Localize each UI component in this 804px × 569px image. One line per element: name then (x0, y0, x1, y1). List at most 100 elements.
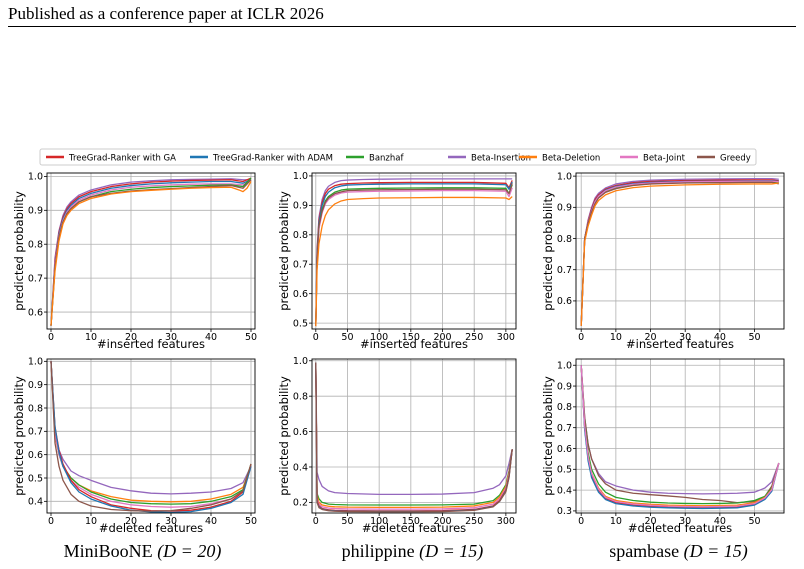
y-tick-label: 0.6 (557, 444, 572, 455)
series-line-greedy (50, 179, 252, 326)
series-line-treegrad-ranker-with-adam (315, 181, 513, 327)
series-line-treegrad-ranker-with-adam (315, 362, 513, 513)
x-tick-label: 250 (465, 332, 483, 343)
x-tick-label: 40 (714, 516, 726, 527)
caption-dataset-name: MiniBooNE (63, 541, 153, 561)
legend-label: TreeGrad-Ranker with GA (68, 154, 176, 164)
x-tick-label: 0 (48, 516, 54, 527)
y-axis-label: predicted probability (277, 191, 291, 311)
x-tick-label: 10 (610, 332, 622, 343)
y-axis-label: predicted probability (541, 191, 555, 311)
x-tick-label: 200 (433, 516, 451, 527)
x-tick-label: 20 (644, 332, 656, 343)
x-tick-label: 30 (679, 516, 691, 527)
y-tick-label: 0.5 (557, 465, 572, 476)
x-tick-label: 0 (48, 332, 54, 343)
y-tick-label: 0.8 (28, 403, 43, 414)
series-line-banzhaf (315, 362, 513, 506)
series-line-greedy (580, 181, 779, 326)
y-tick-label: 0.7 (557, 423, 572, 434)
series-line-beta-joint (315, 187, 513, 327)
series-line-banzhaf (580, 181, 779, 326)
series-line-beta-insertion (580, 365, 780, 495)
y-tick-label: 0.7 (28, 427, 43, 438)
caption-dimension: (D = 15) (419, 541, 484, 561)
series-line-beta-joint (580, 180, 779, 326)
series-line-greedy (50, 361, 252, 512)
x-tick-label: 50 (748, 516, 760, 527)
series-line-treegrad-ranker-with-ga (50, 177, 252, 326)
chart-panels: 0 10 20 30 40 50 0.6 0.7 0.8 0.9 1.0 #inserted feat… (12, 171, 785, 535)
series-line-banzhaf (50, 361, 252, 505)
y-tick-label: 1.0 (293, 171, 308, 182)
y-tick-label: 0.6 (293, 427, 308, 438)
y-axis-label: predicted probability (12, 191, 26, 311)
x-tick-label: 100 (370, 332, 388, 343)
series-line-treegrad-ranker-with-ga (315, 362, 513, 512)
x-tick-label: 200 (433, 332, 451, 343)
series-line-treegrad-ranker-with-ga (315, 180, 513, 327)
legend: TreeGrad-Ranker with GA TreeGrad-Ranker w… (39, 148, 757, 166)
legend-label: Banzhaf (369, 154, 404, 164)
plot-frame (46, 358, 256, 514)
x-axis-label: #deleted features (99, 521, 203, 535)
plot-frame (311, 172, 517, 330)
x-tick-label: 10 (85, 332, 97, 343)
y-axis-label: predicted probability (541, 376, 555, 496)
caption-miniboone: MiniBooNE (D = 20) (30, 541, 255, 562)
x-tick-label: 30 (679, 332, 691, 343)
series-line-beta-joint (580, 365, 780, 508)
x-tick-label: 150 (402, 516, 420, 527)
y-tick-label: 1.0 (28, 172, 43, 183)
x-tick-label: 10 (610, 516, 622, 527)
series-line-beta-insertion (50, 361, 252, 495)
x-tick-label: 0 (313, 516, 319, 527)
x-tick-label: 0 (578, 516, 584, 527)
y-tick-label: 0.4 (557, 485, 572, 496)
y-tick-label: 0.9 (293, 201, 308, 212)
y-tick-label: 0.5 (293, 318, 308, 329)
caption-dataset-name: spambase (609, 541, 680, 561)
y-tick-label: 0.7 (28, 273, 43, 284)
legend-label: Beta-Deletion (542, 154, 600, 164)
series-line-greedy (315, 183, 513, 327)
x-axis-label: #inserted features (97, 337, 205, 351)
plot-frame (575, 172, 785, 330)
series-line-greedy (315, 362, 513, 513)
x-tick-label: 0 (578, 332, 584, 343)
x-tick-label: 20 (125, 332, 137, 343)
series-line-beta-insertion (315, 362, 513, 496)
series-line-treegrad-ranker-with-adam (580, 365, 780, 510)
y-tick-label: 0.8 (293, 230, 308, 241)
x-tick-label: 300 (497, 332, 515, 343)
y-tick-label: 0.7 (293, 260, 308, 271)
y-tick-label: 0.8 (293, 391, 308, 402)
y-tick-label: 0.9 (28, 380, 43, 391)
y-tick-label: 0.6 (28, 450, 43, 461)
y-tick-label: 1.0 (28, 357, 43, 368)
y-tick-label: 1.0 (293, 356, 308, 367)
series-line-beta-deletion (315, 196, 513, 327)
series-line-greedy (580, 365, 780, 504)
x-tick-label: 20 (644, 516, 656, 527)
y-tick-label: 0.5 (28, 473, 43, 484)
series-line-banzhaf (315, 184, 513, 327)
x-tick-label: 150 (402, 332, 420, 343)
x-tick-label: 0 (313, 332, 319, 343)
series-line-banzhaf (580, 365, 780, 505)
series-line-beta-deletion (315, 362, 513, 508)
y-axis-label: predicted probability (277, 376, 291, 496)
legend-label: Beta-Joint (643, 154, 686, 164)
chart-panel-top-middle: 0 50 100 150 200 250 300 0.5 0.6 0.7 0.8 0.9 1.0 #ins… (277, 171, 517, 351)
y-tick-label: 0.6 (557, 296, 572, 307)
legend-label: Beta-Insertion (471, 154, 531, 164)
x-tick-label: 30 (165, 516, 177, 527)
y-tick-label: 1.0 (557, 171, 572, 182)
legend-label: Greedy (720, 154, 751, 164)
x-tick-label: 250 (465, 516, 483, 527)
y-tick-label: 0.4 (28, 497, 43, 508)
series-line-beta-insertion (580, 177, 779, 326)
x-axis-label: #inserted features (360, 337, 468, 351)
y-axis-label: predicted probability (12, 376, 26, 496)
